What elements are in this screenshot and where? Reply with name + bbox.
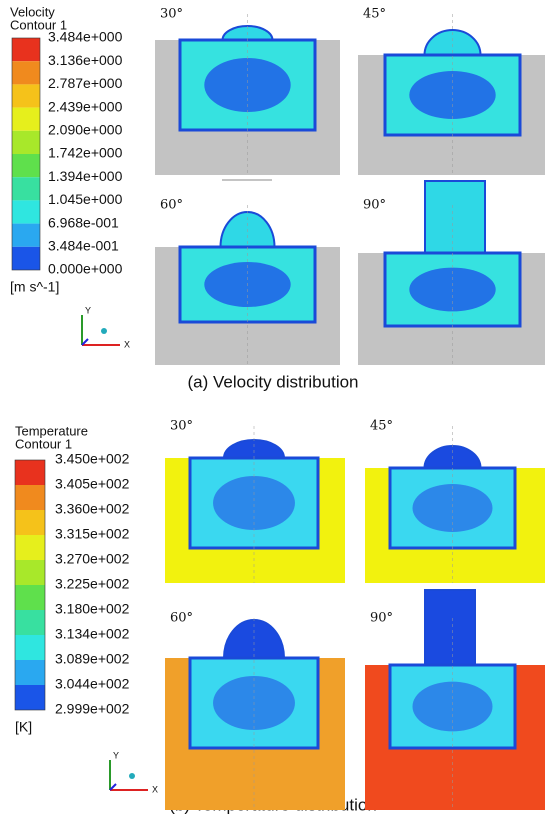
- color-band: [12, 200, 40, 223]
- view-angle: 90°: [370, 611, 393, 626]
- legend-unit: [K]: [15, 719, 32, 735]
- color-band: [12, 177, 40, 200]
- color-band: [15, 685, 45, 710]
- view-angle: 30°: [170, 419, 193, 434]
- legend-level: 3.225e+002: [55, 576, 130, 592]
- column: [425, 181, 485, 255]
- legend-level: 2.090e+000: [48, 122, 123, 138]
- color-band: [15, 460, 45, 485]
- legend-level: 3.450e+002: [55, 451, 130, 467]
- legend-level: 1.394e+000: [48, 168, 123, 184]
- color-band: [12, 247, 40, 270]
- color-band: [12, 224, 40, 247]
- legend-level: 3.484e-001: [48, 238, 119, 254]
- color-band: [15, 660, 45, 685]
- color-band: [15, 610, 45, 635]
- view-angle: 30°: [160, 7, 183, 22]
- legend-level: 0.000e+000: [48, 261, 123, 277]
- legend-level: 3.360e+002: [55, 501, 130, 517]
- legend-level: 6.968e-001: [48, 214, 119, 230]
- color-band: [12, 84, 40, 107]
- axis-y-label: Y: [113, 750, 119, 760]
- view-angle: 60°: [170, 611, 193, 626]
- view-angle: 90°: [363, 198, 386, 213]
- legend-level: 3.270e+002: [55, 551, 130, 567]
- color-band: [12, 154, 40, 177]
- color-band: [12, 61, 40, 84]
- flow-core: [413, 682, 493, 732]
- legend-unit: [m s^-1]: [10, 279, 59, 295]
- legend-level: 1.045e+000: [48, 191, 123, 207]
- legend-level: 3.315e+002: [55, 526, 130, 542]
- view-angle: 45°: [370, 419, 393, 434]
- color-band: [15, 510, 45, 535]
- color-band: [15, 485, 45, 510]
- color-band: [15, 535, 45, 560]
- color-band: [15, 560, 45, 585]
- legend-level: 3.136e+000: [48, 52, 123, 68]
- legend-level: 3.044e+002: [55, 676, 130, 692]
- flow-core: [204, 58, 290, 112]
- axis-dot: [101, 328, 107, 334]
- color-band: [12, 38, 40, 61]
- legend-level: 2.999e+002: [55, 701, 130, 717]
- legend-level: 1.742e+000: [48, 145, 123, 161]
- legend-level: 3.405e+002: [55, 476, 130, 492]
- legend-level: 3.180e+002: [55, 601, 130, 617]
- legend-level: 3.134e+002: [55, 626, 130, 642]
- dome: [224, 440, 284, 458]
- view-angle: 60°: [160, 198, 183, 213]
- legend-level: 3.484e+000: [48, 29, 123, 45]
- axis-dot: [129, 773, 135, 779]
- flow-core: [213, 476, 295, 530]
- legend-level: 2.439e+000: [48, 98, 123, 114]
- figure: (a) Velocity distribution (b) Temperatur…: [0, 0, 546, 818]
- legend-level: 2.787e+000: [48, 75, 123, 91]
- view-angle: 45°: [363, 7, 386, 22]
- caption: (a) Velocity distribution: [187, 372, 358, 391]
- column: [425, 590, 475, 667]
- axis-y-label: Y: [85, 305, 91, 315]
- color-band: [15, 585, 45, 610]
- axis-x-label: X: [152, 784, 158, 794]
- axis-x-label: X: [124, 339, 130, 349]
- color-band: [12, 108, 40, 131]
- color-band: [12, 131, 40, 154]
- legend-level: 3.089e+002: [55, 651, 130, 667]
- color-band: [15, 635, 45, 660]
- legend-subtitle: Contour 1: [15, 436, 72, 451]
